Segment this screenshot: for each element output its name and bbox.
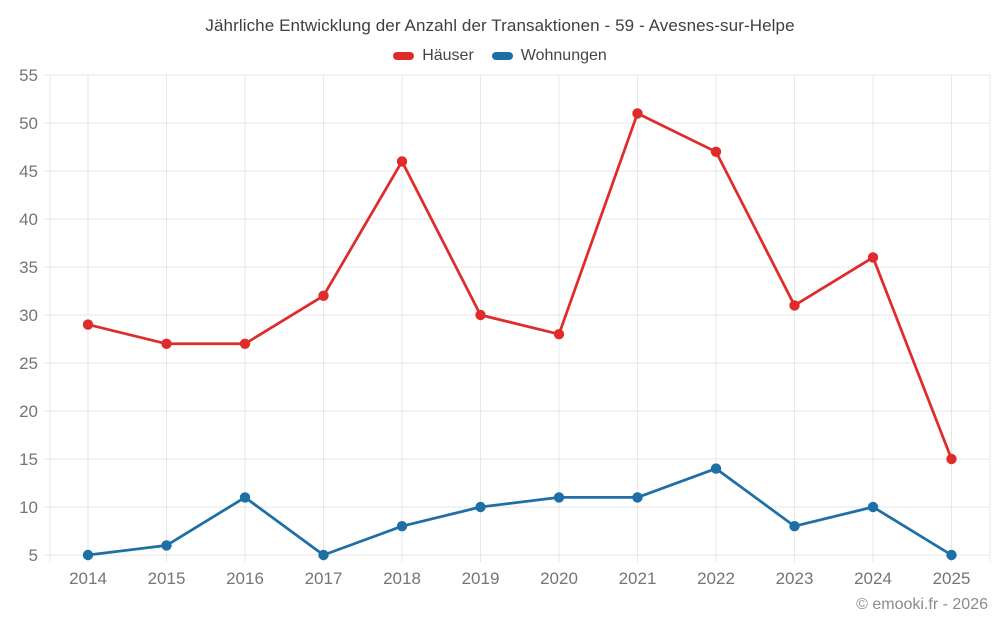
x-tick-label-2017: 2017	[305, 569, 343, 588]
series-h-user	[82, 108, 957, 465]
x-axis-labels: 2014 2015 2016 2017 2018 2019 2020 2021 2022 2023…	[69, 569, 970, 588]
data-point-h-user-2019[interactable]	[475, 309, 486, 321]
data-point-wohnungen-2021[interactable]	[632, 492, 643, 503]
data-point-wohnungen-2022[interactable]	[710, 463, 722, 474]
gridlines-vertical	[49, 75, 991, 562]
data-point-h-user-2015[interactable]	[161, 338, 172, 349]
y-tick-label-30: 30	[19, 306, 38, 325]
x-tick-label-2019: 2019	[462, 569, 500, 588]
y-tick-label-35: 35	[19, 258, 38, 277]
series-wohnungen	[82, 463, 957, 561]
y-tick-label-20: 20	[19, 402, 38, 421]
y-tick-label-40: 40	[19, 210, 38, 229]
data-point-wohnungen-2017[interactable]	[318, 549, 329, 561]
x-tick-label-2020: 2020	[540, 569, 578, 588]
y-tick-label-15: 15	[19, 450, 38, 469]
x-tick-label-2023: 2023	[776, 569, 814, 588]
data-point-h-user-2023[interactable]	[789, 300, 800, 311]
x-tick-label-2014: 2014	[69, 569, 107, 588]
data-point-wohnungen-2023[interactable]	[789, 521, 800, 532]
legend-label-haeuser: Häuser	[422, 47, 474, 64]
data-point-wohnungen-2024[interactable]	[867, 501, 879, 513]
legend-item-wohnungen[interactable]: Wohnungen	[491, 47, 607, 65]
legend-label-wohnungen: Wohnungen	[520, 47, 607, 64]
data-point-h-user-2022[interactable]	[710, 146, 722, 157]
gridlines-horizontal	[43, 74, 990, 556]
x-tick-label-2018: 2018	[383, 569, 421, 588]
legend-item-haeuser[interactable]: Häuser	[393, 47, 474, 65]
data-point-wohnungen-2025[interactable]	[946, 549, 957, 561]
chart-legend: Häuser Wohnungen	[0, 47, 1000, 65]
data-point-h-user-2018[interactable]	[396, 156, 408, 167]
x-tick-label-2022: 2022	[697, 569, 735, 588]
data-point-h-user-2014[interactable]	[82, 319, 94, 330]
legend-swatch-wohnungen	[491, 52, 513, 60]
data-point-h-user-2025[interactable]	[946, 453, 957, 465]
x-tick-label-2021: 2021	[619, 569, 657, 588]
series-line-h-user	[86, 112, 953, 461]
y-tick-label-25: 25	[19, 354, 38, 373]
data-point-wohnungen-2020[interactable]	[553, 492, 565, 503]
x-tick-label-2015: 2015	[148, 569, 186, 588]
chart-title: Jährliche Entwicklung der Anzahl der Tra…	[205, 16, 795, 35]
legend-swatch-haeuser	[393, 52, 415, 60]
y-tick-label-5: 5	[29, 546, 38, 565]
data-point-h-user-2020[interactable]	[553, 329, 565, 340]
y-tick-label-45: 45	[19, 162, 38, 181]
series-line-wohnungen	[86, 467, 953, 557]
data-point-h-user-2016[interactable]	[239, 338, 251, 349]
data-point-wohnungen-2015[interactable]	[161, 540, 172, 551]
x-tick-label-2016: 2016	[226, 569, 264, 588]
data-point-wohnungen-2016[interactable]	[239, 492, 251, 503]
x-tick-label-2024: 2024	[854, 569, 892, 588]
data-point-wohnungen-2014[interactable]	[82, 549, 94, 561]
y-tick-label-55: 55	[19, 66, 38, 85]
data-point-h-user-2017[interactable]	[318, 290, 329, 301]
y-tick-label-10: 10	[19, 498, 38, 517]
data-point-wohnungen-2018[interactable]	[396, 521, 408, 532]
data-point-wohnungen-2019[interactable]	[475, 501, 486, 513]
data-point-h-user-2024[interactable]	[867, 252, 879, 263]
data-point-h-user-2021[interactable]	[632, 108, 643, 119]
copyright-text: © emooki.fr - 2026	[856, 596, 988, 613]
y-tick-label-50: 50	[19, 114, 38, 133]
y-axis-labels: 5 10 15 20 25 30 35 40 45 50 55	[19, 66, 38, 565]
x-tick-label-2025: 2025	[933, 569, 971, 588]
